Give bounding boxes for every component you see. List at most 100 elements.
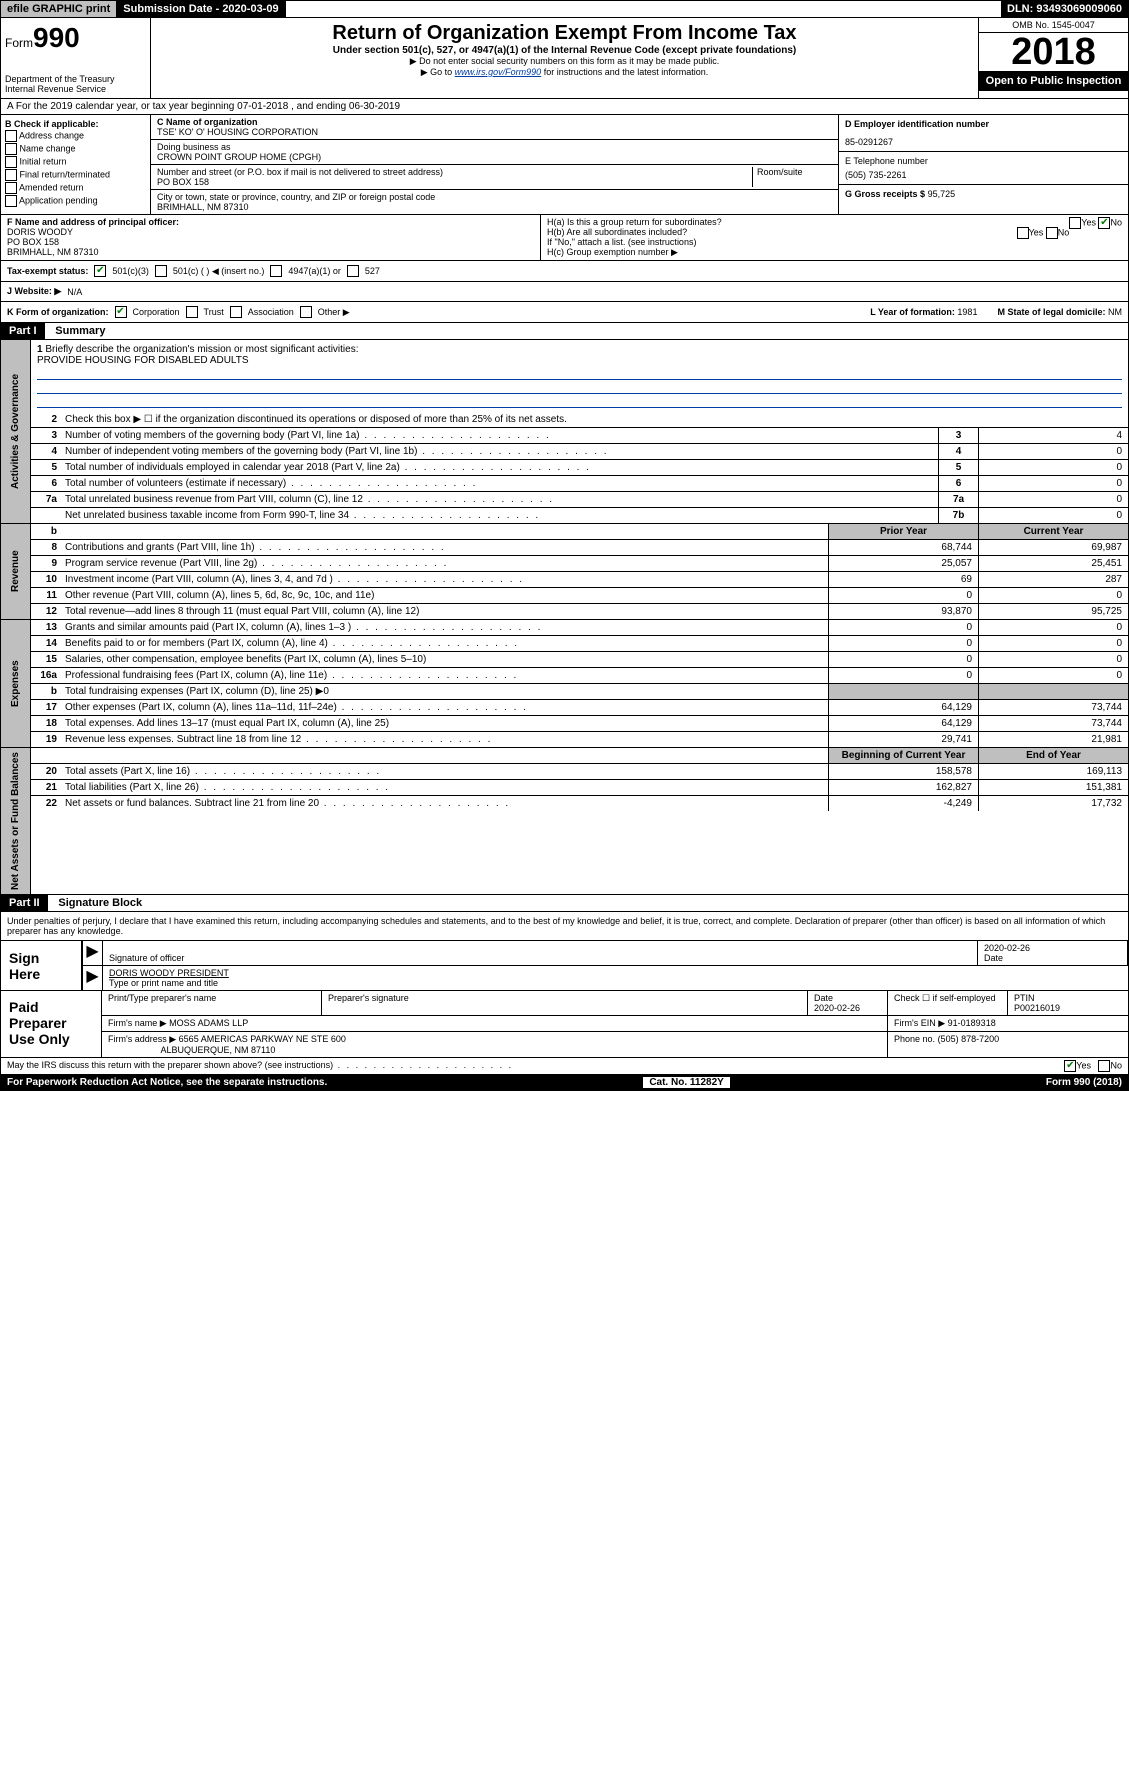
paid-preparer-label: Paid Preparer Use Only [1, 991, 101, 1057]
org-name-label: C Name of organization [157, 117, 832, 127]
self-employed-check[interactable]: Check ☐ if self-employed [888, 991, 1008, 1015]
check-assoc[interactable] [230, 306, 242, 318]
ein-value: 85-0291267 [845, 137, 1122, 147]
line-5: Total number of individuals employed in … [61, 460, 938, 475]
firm-phone: (505) 878-7200 [938, 1034, 1000, 1044]
val-4: 0 [978, 444, 1128, 459]
col-b-header: B Check if applicable: [5, 119, 146, 129]
discuss-label: May the IRS discuss this return with the… [7, 1060, 513, 1072]
hb-label: H(b) Are all subordinates included? [547, 227, 687, 237]
mission-text: PROVIDE HOUSING FOR DISABLED ADULTS [37, 355, 249, 366]
website-row: J Website: ▶ N/A [0, 282, 1129, 302]
line-7b: Net unrelated business taxable income fr… [61, 508, 938, 523]
instruction-1: ▶ Do not enter social security numbers o… [155, 56, 974, 67]
sig-date: 2020-02-26 [984, 943, 1030, 953]
line-9: Program service revenue (Part VIII, line… [61, 556, 828, 571]
sig-date-label: Date [984, 953, 1003, 963]
part-1-header: Part I Summary [0, 323, 1129, 340]
discuss-no[interactable] [1098, 1060, 1110, 1072]
efile-print-button[interactable]: efile GRAPHIC print [1, 1, 117, 17]
net-assets-section: Net Assets or Fund Balances Beginning of… [0, 748, 1129, 895]
check-4947[interactable] [270, 265, 282, 277]
irs-label: Internal Revenue Service [5, 84, 146, 94]
form-header: Form990 Department of the Treasury Inter… [0, 18, 1129, 99]
line-17: Other expenses (Part IX, column (A), lin… [61, 700, 828, 715]
ein-label: D Employer identification number [845, 119, 1122, 129]
discuss-yes[interactable] [1064, 1060, 1076, 1072]
form-prefix: Form [5, 36, 33, 50]
line-10: Investment income (Part VIII, column (A)… [61, 572, 828, 587]
perjury-statement: Under penalties of perjury, I declare th… [0, 912, 1129, 941]
side-net-assets: Net Assets or Fund Balances [1, 748, 31, 894]
line-4: Number of independent voting members of … [61, 444, 938, 459]
revenue-section: Revenue bPrior YearCurrent Year 8Contrib… [0, 524, 1129, 620]
side-revenue: Revenue [1, 524, 31, 619]
instr2-pre: ▶ Go to [421, 67, 455, 77]
check-corp[interactable] [115, 306, 127, 318]
check-application-pending[interactable]: Application pending [5, 195, 146, 207]
check-address-change[interactable]: Address change [5, 130, 146, 142]
line-2: Check this box ▶ ☐ if the organization d… [61, 412, 1128, 427]
line-7a: Total unrelated business revenue from Pa… [61, 492, 938, 507]
org-name: TSE' KO' O' HOUSING CORPORATION [157, 127, 832, 137]
val-5: 0 [978, 460, 1128, 475]
dln-label: DLN: 93493069009060 [1001, 1, 1128, 17]
check-trust[interactable] [186, 306, 198, 318]
under-section: Under section 501(c), 527, or 4947(a)(1)… [155, 45, 974, 56]
check-other[interactable] [300, 306, 312, 318]
end-year-hdr: End of Year [978, 748, 1128, 763]
row-f-h: F Name and address of principal officer:… [0, 215, 1129, 261]
irs-link[interactable]: www.irs.gov/Form990 [455, 67, 542, 77]
tax-year: 2018 [979, 33, 1128, 71]
instr2-post: for instructions and the latest informat… [541, 67, 708, 77]
dept-label: Department of the Treasury [5, 74, 146, 84]
tel-label: E Telephone number [845, 156, 1122, 166]
form-title: Return of Organization Exempt From Incom… [155, 22, 974, 45]
line-11: Other revenue (Part VIII, column (A), li… [61, 588, 828, 603]
line-21: Total liabilities (Part X, line 26) [61, 780, 828, 795]
check-501c[interactable] [155, 265, 167, 277]
officer-name: DORIS WOODY [7, 227, 73, 237]
side-expenses: Expenses [1, 620, 31, 747]
line-a: A For the 2019 calendar year, or tax yea… [0, 99, 1129, 115]
check-name-change[interactable]: Name change [5, 143, 146, 155]
l-value: 1981 [957, 307, 977, 317]
governance-section: Activities & Governance 1 Briefly descri… [0, 340, 1129, 524]
ha-label: H(a) Is this a group return for subordin… [547, 217, 722, 227]
part-2-title: Signature Block [50, 895, 150, 911]
tax-status-label: Tax-exempt status: [7, 266, 88, 276]
check-final-return[interactable]: Final return/terminated [5, 169, 146, 181]
sig-officer-label: Signature of officer [109, 953, 184, 963]
officer-addr1: PO BOX 158 [7, 237, 59, 247]
check-initial-return[interactable]: Initial return [5, 156, 146, 168]
top-bar: efile GRAPHIC print Submission Date - 20… [0, 0, 1129, 18]
check-amended-return[interactable]: Amended return [5, 182, 146, 194]
part-1-title: Summary [47, 323, 113, 339]
signer-name: DORIS WOODY PRESIDENT [109, 968, 229, 978]
dba-label: Doing business as [157, 142, 832, 152]
open-public-badge: Open to Public Inspection [979, 71, 1128, 91]
prep-name-label: Print/Type preparer's name [102, 991, 322, 1015]
line-8: Contributions and grants (Part VIII, lin… [61, 540, 828, 555]
prior-year-hdr: Prior Year [828, 524, 978, 539]
part-2-header: Part II Signature Block [0, 895, 1129, 912]
check-501c3[interactable] [94, 265, 106, 277]
line-12: Total revenue—add lines 8 through 11 (mu… [61, 604, 828, 619]
website-value: N/A [67, 287, 82, 297]
tax-status-row: Tax-exempt status: 501(c)(3) 501(c) ( ) … [0, 261, 1129, 282]
website-label: J Website: ▶ [7, 286, 61, 297]
check-527[interactable] [347, 265, 359, 277]
prep-sig-label: Preparer's signature [322, 991, 808, 1015]
line-16b: Total fundraising expenses (Part IX, col… [61, 684, 828, 699]
dba-value: CROWN POINT GROUP HOME (CPGH) [157, 152, 832, 162]
line-6: Total number of volunteers (estimate if … [61, 476, 938, 491]
val-7b: 0 [978, 508, 1128, 523]
line-3: Number of voting members of the governin… [61, 428, 938, 443]
line-15: Salaries, other compensation, employee b… [61, 652, 828, 667]
line-13: Grants and similar amounts paid (Part IX… [61, 620, 828, 635]
city-value: BRIMHALL, NM 87310 [157, 202, 832, 212]
line-20: Total assets (Part X, line 16) [61, 764, 828, 779]
form-footer: Form 990 (2018) [1046, 1077, 1122, 1088]
part-1-badge: Part I [1, 323, 45, 339]
ptin-value: P00216019 [1014, 1003, 1060, 1013]
